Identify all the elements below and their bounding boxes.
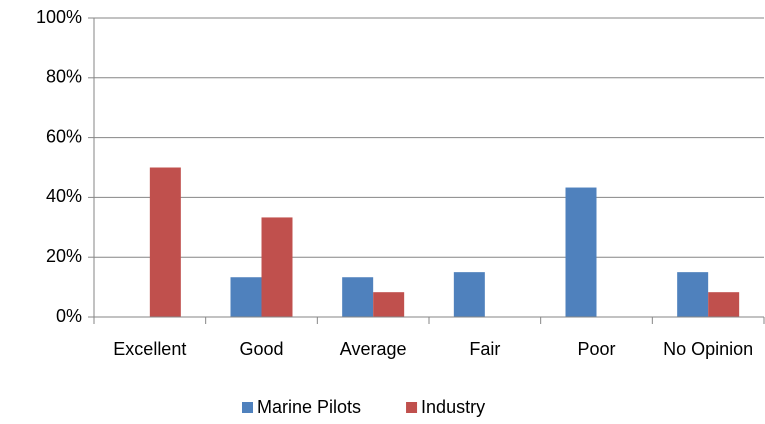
y-tick-label: 100%: [36, 7, 82, 27]
y-tick-label: 80%: [46, 67, 82, 87]
legend-label: Marine Pilots: [257, 397, 361, 417]
bar: [342, 277, 374, 317]
x-tick-label: Good: [239, 339, 283, 359]
x-tick-label: Average: [340, 339, 407, 359]
bar: [373, 292, 405, 317]
x-tick-label: No Opinion: [663, 339, 753, 359]
x-tick-label: Poor: [577, 339, 615, 359]
bar: [230, 277, 262, 317]
legend-label: Industry: [421, 397, 485, 417]
bar: [565, 187, 597, 317]
x-tick-label: Fair: [469, 339, 500, 359]
x-tick-label: Excellent: [113, 339, 186, 359]
y-tick-label: 0%: [56, 306, 82, 326]
y-tick-label: 60%: [46, 126, 82, 146]
legend-swatch: [242, 402, 253, 413]
bar: [677, 272, 709, 317]
bar: [261, 217, 293, 317]
bar: [708, 292, 740, 317]
y-tick-label: 40%: [46, 186, 82, 206]
legend-swatch: [406, 402, 418, 413]
bar: [453, 272, 485, 317]
bar: [149, 167, 181, 317]
y-tick-label: 20%: [46, 246, 82, 266]
